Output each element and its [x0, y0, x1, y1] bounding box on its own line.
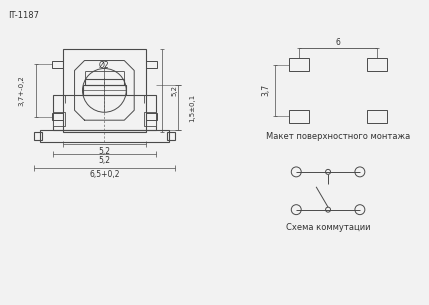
- Text: 3,7+-0,2: 3,7+-0,2: [19, 75, 25, 106]
- Bar: [34, 132, 42, 140]
- Bar: [51, 113, 63, 120]
- Bar: [51, 61, 63, 67]
- Bar: [289, 110, 309, 123]
- Bar: [53, 112, 65, 126]
- Circle shape: [291, 167, 301, 177]
- Bar: [289, 58, 309, 71]
- Text: 5,2: 5,2: [98, 146, 110, 156]
- Circle shape: [355, 205, 365, 215]
- Bar: [146, 113, 157, 120]
- Bar: [40, 130, 169, 142]
- Circle shape: [326, 207, 331, 212]
- Text: 6: 6: [335, 38, 341, 47]
- Bar: [85, 79, 124, 85]
- Text: Схема коммутации: Схема коммутации: [286, 223, 370, 232]
- Circle shape: [291, 205, 301, 215]
- Text: 3,7: 3,7: [261, 84, 270, 96]
- Bar: [82, 85, 126, 95]
- Text: Ø2: Ø2: [99, 61, 110, 70]
- Text: 6,5+0,2: 6,5+0,2: [89, 170, 120, 179]
- Bar: [63, 48, 146, 132]
- Bar: [146, 61, 157, 67]
- Circle shape: [355, 167, 365, 177]
- Circle shape: [326, 169, 331, 174]
- Text: 5,2: 5,2: [171, 85, 177, 96]
- Text: 5,2: 5,2: [98, 156, 110, 165]
- Text: Макет поверхностного монтажа: Макет поверхностного монтажа: [266, 132, 410, 141]
- Bar: [367, 110, 387, 123]
- Text: IT-1187: IT-1187: [8, 11, 39, 20]
- Bar: [53, 95, 156, 130]
- Bar: [367, 58, 387, 71]
- Bar: [144, 112, 156, 126]
- Bar: [167, 132, 175, 140]
- Text: 1,5±0,1: 1,5±0,1: [189, 94, 195, 122]
